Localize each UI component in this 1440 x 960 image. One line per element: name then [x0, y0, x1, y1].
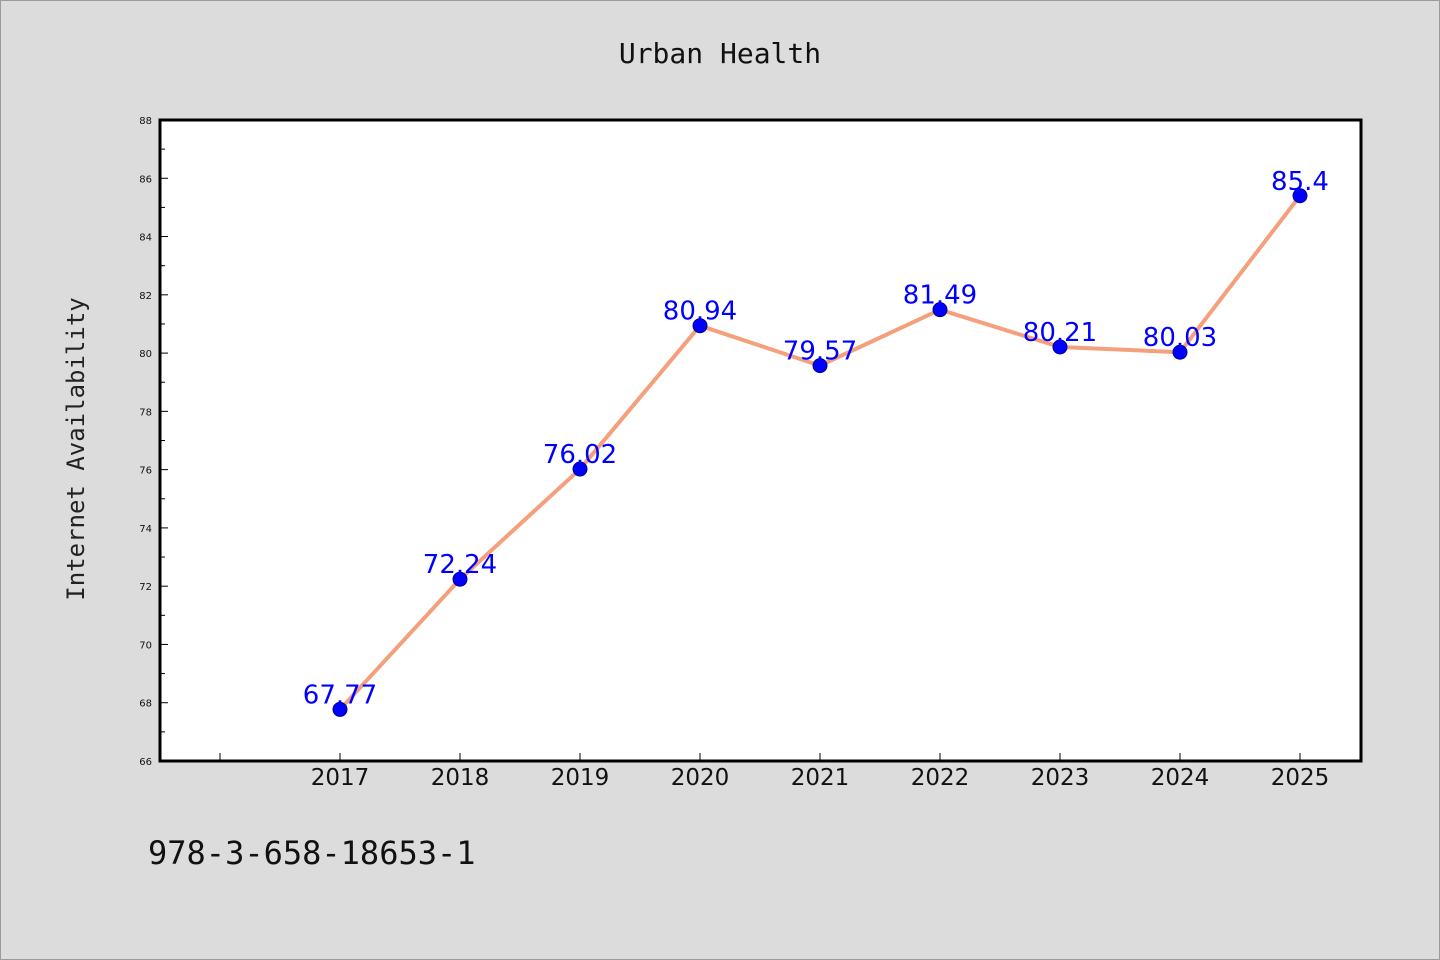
- x-tick-label: 2021: [791, 765, 850, 791]
- x-tick-label: 2024: [1151, 765, 1210, 791]
- y-tick-label: 78: [139, 407, 152, 418]
- y-tick-label: 70: [139, 640, 152, 651]
- y-tick-label: 66: [139, 757, 152, 768]
- data-point: [692, 318, 708, 334]
- data-point: [452, 571, 468, 587]
- x-tick-label: 2022: [911, 765, 970, 791]
- data-labels: 67.77 72.24 76.02 80.94 79.57 81.49 80.21 80.03…: [303, 167, 1329, 711]
- x-tick-label: 2017: [311, 765, 370, 791]
- x-tick-label: 2025: [1271, 765, 1330, 791]
- data-label: 67.77: [303, 680, 377, 710]
- y-tick-label: 86: [139, 174, 152, 185]
- data-label: 80.03: [1143, 323, 1217, 353]
- data-label: 72.24: [423, 550, 497, 580]
- y-tick-label: 82: [139, 291, 152, 302]
- y-tick-label: 68: [139, 699, 152, 710]
- data-point: [332, 701, 348, 717]
- y-tick-label: 84: [139, 233, 152, 244]
- data-label: 80.94: [663, 297, 737, 327]
- data-point: [1052, 339, 1068, 355]
- series-line-group: [332, 188, 1308, 717]
- y-axis: 66 68 70 72 74 76 78 80 82 84 86 88: [139, 116, 168, 768]
- x-tick-label: 2023: [1031, 765, 1090, 791]
- y-axis-label: Internet Availability: [62, 297, 90, 600]
- data-label: 79.57: [783, 337, 857, 367]
- data-label: 80.21: [1023, 318, 1097, 348]
- data-point: [812, 358, 828, 374]
- x-tick-label: 2020: [671, 765, 730, 791]
- y-tick-label: 74: [139, 524, 152, 535]
- plot-area: [158, 118, 1363, 763]
- data-point: [1292, 188, 1308, 204]
- x-tick-label: 2019: [551, 765, 610, 791]
- data-label: 85.4: [1271, 167, 1329, 197]
- footer-code: 978-3-658-18653-1: [148, 834, 476, 872]
- data-point: [572, 461, 588, 477]
- data-label: 76.02: [543, 440, 617, 470]
- data-point: [1172, 344, 1188, 360]
- data-point: [932, 302, 948, 318]
- y-tick-label: 76: [139, 466, 152, 477]
- y-tick-label: 80: [139, 349, 152, 360]
- y-tick-label: 72: [139, 582, 152, 593]
- data-label: 81.49: [903, 281, 977, 311]
- x-tick-label: 2018: [431, 765, 490, 791]
- x-axis: 2017 2018 2019 2020 2021 2022 2023 2024 2025: [219, 753, 1330, 791]
- y-tick-label: 88: [139, 116, 152, 127]
- chart-title: Urban Health: [619, 37, 821, 70]
